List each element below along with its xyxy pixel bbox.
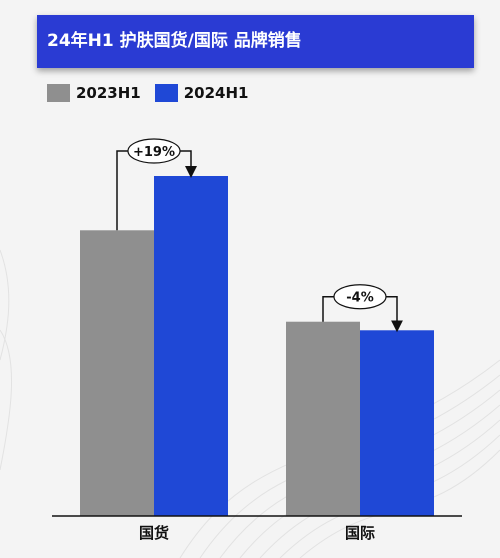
- category-label-0: 国货: [139, 524, 169, 542]
- change-label-1: -4%: [346, 291, 373, 306]
- legend-item-2024: 2024H1: [154, 84, 249, 102]
- legend-swatch-2023: [47, 84, 70, 102]
- bar-2024H1-1: [360, 330, 434, 516]
- bar-2024H1-0: [154, 176, 228, 516]
- bar-2023H1-0: [80, 230, 154, 517]
- legend-label-2024: 2024H1: [183, 84, 249, 102]
- chart-title: 24年H1 护肤国货/国际 品牌销售: [37, 15, 474, 68]
- legend-label-2023: 2023H1: [76, 84, 141, 102]
- legend: 2023H1 2024H1: [47, 82, 263, 104]
- bar-2023H1-1: [286, 321, 360, 516]
- legend-item-2023: 2023H1: [47, 84, 141, 102]
- legend-swatch-2024: [154, 84, 178, 102]
- category-label-1: 国际: [345, 524, 375, 542]
- change-badge-0: [127, 138, 181, 164]
- change-badge-1: [333, 284, 387, 310]
- change-label-0: +19%: [133, 145, 175, 160]
